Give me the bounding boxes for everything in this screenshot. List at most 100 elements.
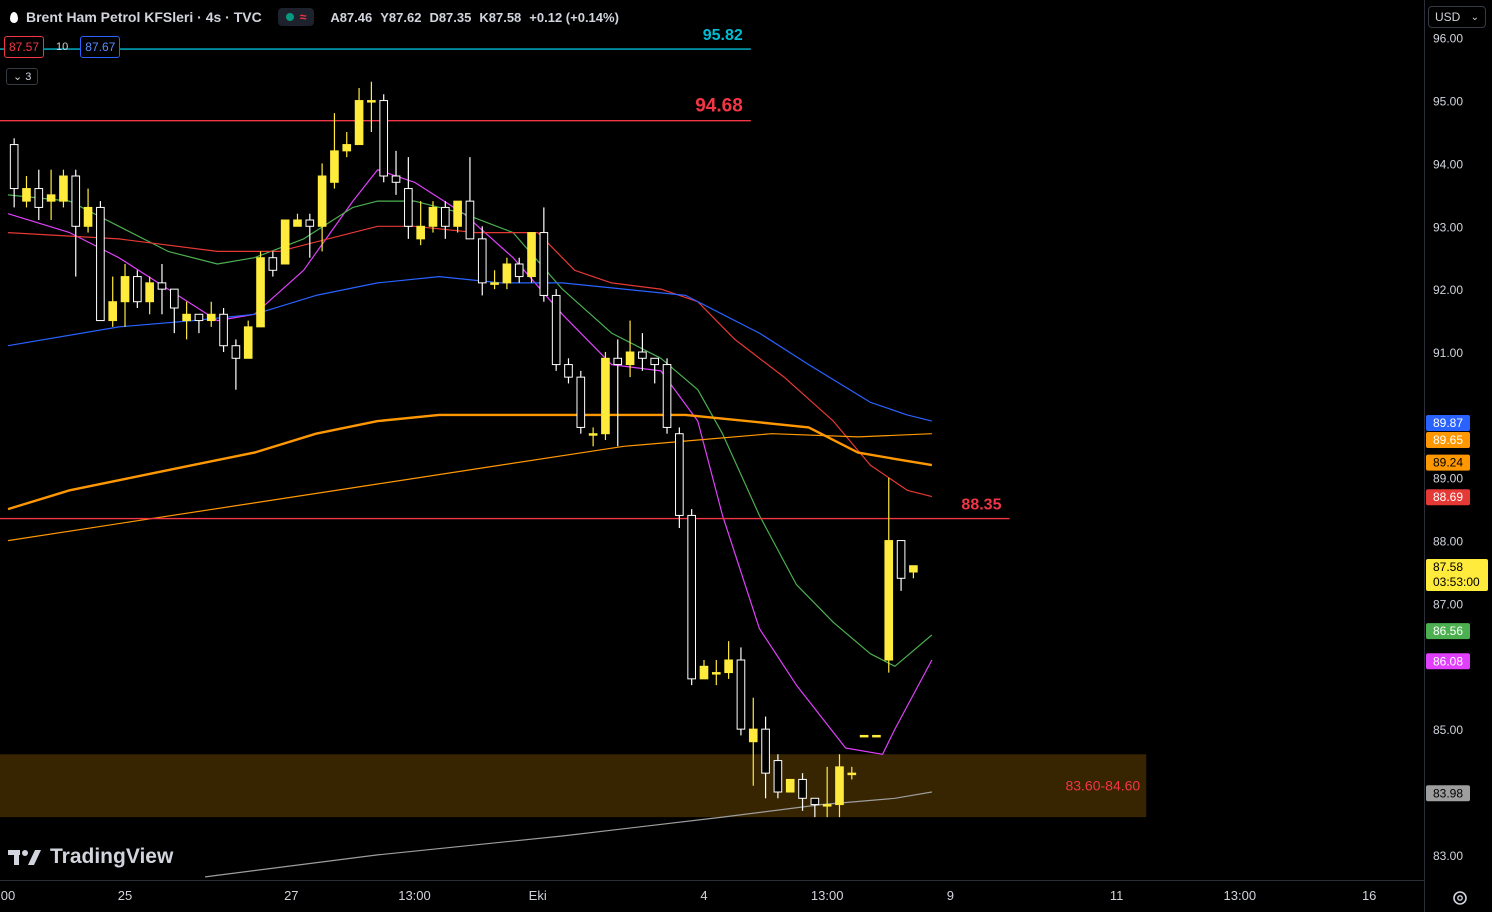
time-axis[interactable]: 00 25 27 13:00 Eki 4 13:00 9 11 13:00 16 — [1, 888, 1377, 903]
moving-average-line-2 — [7, 225, 933, 498]
price-badge-bg — [1426, 558, 1488, 591]
price-tick-label: 88.00 — [1433, 535, 1463, 549]
candle-body — [34, 188, 44, 208]
price-badge-label: 83.98 — [1433, 786, 1463, 800]
market-status-pill[interactable]: ≈ — [277, 8, 315, 26]
price-tick-label: 93.00 — [1433, 220, 1463, 234]
price-tick-label: 95.00 — [1433, 95, 1463, 109]
sell-button[interactable]: 87.57 — [4, 36, 45, 58]
candle-body — [133, 276, 142, 303]
ohlc-low: D87.35 — [429, 9, 472, 25]
time-tick-label: 25 — [118, 888, 132, 903]
candle-body — [835, 766, 844, 806]
time-tick-label: 00 — [1, 888, 15, 903]
candle-body — [367, 100, 376, 103]
symbol-title[interactable]: Brent Ham Petrol KFSleri · 4s · TVC — [26, 9, 262, 25]
candle-body — [108, 301, 118, 322]
candle-body — [514, 263, 524, 278]
candle-body — [736, 659, 746, 730]
market-open-dot-icon — [285, 13, 294, 21]
time-tick-label: 4 — [700, 888, 707, 903]
candle-body — [650, 357, 660, 366]
candle-body — [711, 672, 721, 675]
candle-body — [157, 282, 167, 290]
candle-body — [194, 313, 204, 322]
candlesticks — [9, 81, 918, 818]
price-tick-label: 85.00 — [1433, 723, 1463, 737]
chevron-down-icon: ⌄ — [1470, 11, 1479, 23]
ohlc-open: A87.46 — [330, 9, 373, 25]
candle-body — [46, 194, 56, 202]
ohlc-close: K87.58 — [479, 9, 522, 25]
candle-body — [465, 200, 475, 240]
price-badge-bg — [1426, 785, 1470, 802]
candle-body — [256, 257, 265, 328]
level-label-1: 94.68 — [695, 96, 743, 117]
price-badge: 88.69 — [1426, 489, 1470, 506]
price-badge: 89.87 — [1426, 415, 1470, 432]
quantity-value[interactable]: 10 — [56, 41, 69, 53]
candle-body — [810, 797, 820, 806]
candle-body — [872, 734, 881, 738]
candle-body — [219, 313, 228, 347]
candle-body — [305, 219, 315, 227]
price-badge-countdown: 03:53:00 — [1433, 575, 1480, 589]
tradingview-logo[interactable]: TradingView — [8, 845, 173, 869]
time-tick-label: 13:00 — [398, 888, 431, 903]
candle-body — [798, 778, 807, 799]
candle-body — [502, 263, 512, 284]
candle-body — [22, 188, 31, 202]
candle-body — [169, 288, 179, 309]
price-badge: 89.24 — [1426, 454, 1470, 471]
candle-body — [884, 540, 894, 661]
candle-body — [748, 728, 758, 743]
settings-gear-icon[interactable] — [1450, 888, 1470, 908]
moving-average-line-5 — [7, 433, 932, 542]
oil-drop-icon — [10, 11, 18, 23]
candle-body — [477, 238, 487, 284]
candle-body — [293, 219, 302, 227]
tradingview-logo-icon — [8, 850, 41, 865]
candle-body — [785, 778, 795, 793]
candle-body — [588, 433, 598, 436]
price-badge: 86.56 — [1426, 623, 1470, 640]
price-tick-label: 87.00 — [1433, 597, 1463, 611]
buy-button[interactable]: 87.67 — [80, 36, 121, 58]
candle-body — [601, 357, 610, 435]
candle-body — [9, 144, 19, 190]
candle-body — [675, 433, 684, 516]
price-badge-bg — [1426, 623, 1470, 640]
candle-body — [662, 364, 672, 428]
price-badge-label: 89.65 — [1433, 433, 1463, 447]
indicators-toggle[interactable]: ⌄ 3 — [6, 68, 39, 85]
level-label-2: 88.35 — [961, 497, 1001, 514]
candle-body — [724, 659, 733, 674]
candle-body — [527, 232, 536, 278]
candle-body — [379, 100, 389, 177]
candle-body — [564, 364, 573, 378]
price-tick-label: 83.00 — [1433, 849, 1463, 863]
candle-body — [96, 206, 105, 322]
candle-body — [625, 351, 635, 366]
candle-body — [539, 232, 549, 296]
candle-body — [687, 514, 696, 680]
candle-body — [576, 376, 586, 428]
candle-body — [613, 357, 623, 366]
currency-label: USD — [1435, 10, 1461, 24]
price-badge: 86.08 — [1426, 653, 1470, 670]
level-label-0: 95.82 — [703, 27, 743, 44]
time-tick-label: 16 — [1362, 888, 1376, 903]
candle-body — [391, 175, 401, 183]
currency-select[interactable]: USD ⌄ — [1428, 6, 1486, 28]
moving-average-line-3 — [7, 276, 933, 422]
candle-body — [638, 351, 647, 359]
candle-body — [761, 728, 770, 774]
ohlc-change: +0.12 (+0.14%) — [529, 9, 619, 25]
price-axis[interactable]: 96.00 95.00 94.00 93.00 92.00 91.00 89.00 88.00… — [1433, 32, 1463, 863]
price-badge-label: 89.87 — [1433, 416, 1463, 430]
time-tick-label: 27 — [284, 888, 298, 903]
price-tick-label: 89.00 — [1433, 472, 1463, 486]
price-tick-label: 91.00 — [1433, 346, 1463, 360]
